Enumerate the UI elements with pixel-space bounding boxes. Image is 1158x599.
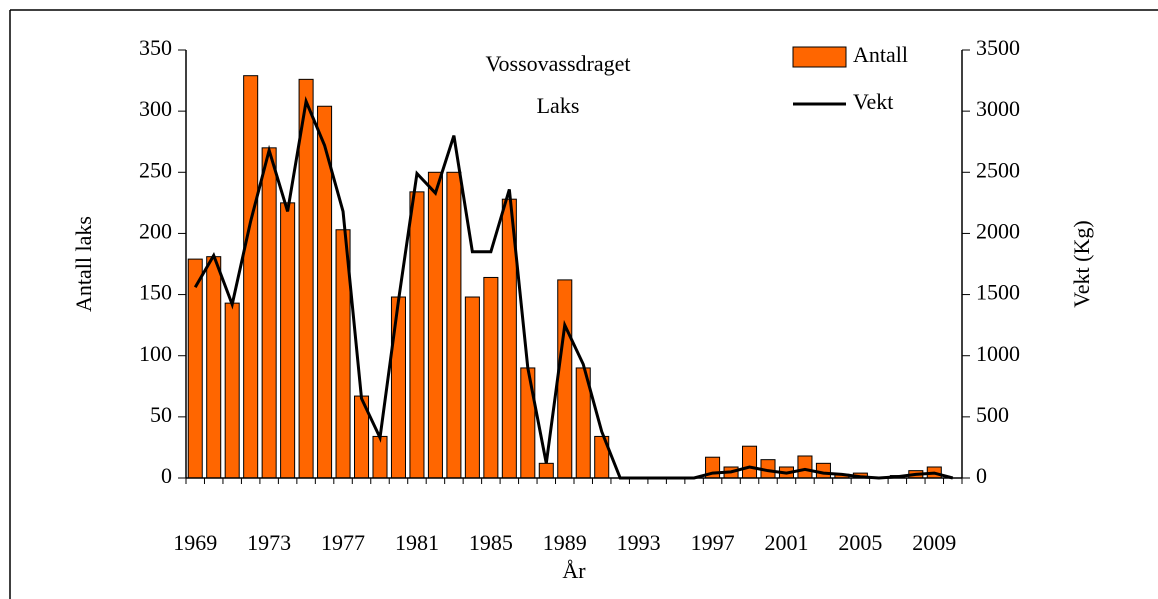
bar xyxy=(280,202,296,479)
y-tick-label: 300 xyxy=(139,96,172,121)
bar xyxy=(446,171,462,479)
y2-axis-label: Vekt (Kg) xyxy=(1069,220,1094,307)
bar xyxy=(390,296,406,479)
y-tick-label: 350 xyxy=(139,35,172,60)
y-tick-label: 150 xyxy=(139,280,172,305)
y2-tick-label: 1000 xyxy=(976,341,1020,366)
legend-label: Vekt xyxy=(853,89,893,114)
chart-subtitle: Laks xyxy=(537,93,580,118)
x-tick-label: 1981 xyxy=(395,530,439,555)
y-axis-label: Antall laks xyxy=(71,216,96,312)
y-tick-label: 250 xyxy=(139,157,172,182)
bar xyxy=(427,171,443,479)
y-tick-label: 50 xyxy=(150,402,172,427)
x-tick-label: 2005 xyxy=(838,530,882,555)
bar xyxy=(538,462,554,479)
bar xyxy=(797,455,813,479)
bar xyxy=(261,147,277,479)
x-tick-label: 2009 xyxy=(912,530,956,555)
x-tick-label: 1985 xyxy=(469,530,513,555)
legend-swatch xyxy=(792,46,847,68)
bar xyxy=(520,367,536,479)
x-tick-label: 1997 xyxy=(691,530,735,555)
bar xyxy=(206,256,222,479)
bar xyxy=(742,445,758,479)
bar xyxy=(557,279,573,479)
y-tick-label: 100 xyxy=(139,341,172,366)
chart-title: Vossovassdraget xyxy=(485,51,630,76)
line xyxy=(193,96,954,480)
bar xyxy=(243,75,259,479)
y2-tick-label: 0 xyxy=(976,463,987,488)
bar xyxy=(187,258,203,479)
x-tick-label: 1973 xyxy=(247,530,291,555)
y2-tick-label: 3500 xyxy=(976,35,1020,60)
x-tick-label: 1989 xyxy=(543,530,587,555)
bar xyxy=(464,296,480,479)
y2-tick-label: 2000 xyxy=(976,218,1020,243)
bar xyxy=(224,302,240,479)
x-tick-label: 1993 xyxy=(617,530,661,555)
legend-label: Antall xyxy=(853,42,908,67)
bar xyxy=(372,435,388,479)
y2-tick-label: 1500 xyxy=(976,280,1020,305)
x-tick-label: 1977 xyxy=(321,530,365,555)
x-tick-label: 1969 xyxy=(173,530,217,555)
y-tick-label: 0 xyxy=(161,463,172,488)
y2-tick-label: 500 xyxy=(976,402,1009,427)
y2-tick-label: 2500 xyxy=(976,157,1020,182)
bar xyxy=(409,191,425,479)
x-axis-label: År xyxy=(562,558,586,583)
bar xyxy=(483,276,499,479)
y2-tick-label: 3000 xyxy=(976,96,1020,121)
x-tick-label: 2001 xyxy=(764,530,808,555)
y-tick-label: 200 xyxy=(139,218,172,243)
